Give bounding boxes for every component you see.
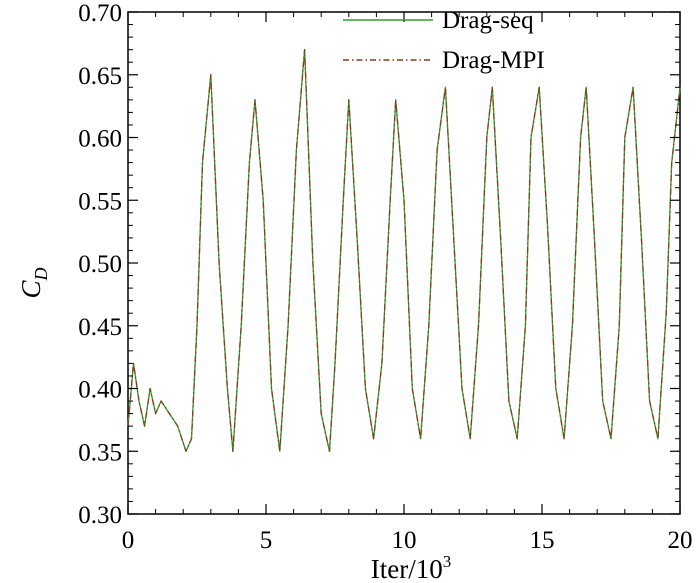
x-tick-label: 5 xyxy=(260,527,273,554)
series-line-drag-mpi xyxy=(127,48,681,452)
legend: Drag-seq Drag-MPI xyxy=(343,7,545,74)
y-tick-label: 0.70 xyxy=(78,0,122,27)
x-tick-label: 10 xyxy=(392,527,417,554)
y-tick-label: 0.40 xyxy=(78,377,122,404)
y-tick-label: 0.60 xyxy=(78,126,122,153)
y-tick-label: 0.30 xyxy=(78,502,122,529)
x-axis-title: Iter/103 xyxy=(371,552,451,583)
y-tick-label: 0.65 xyxy=(78,63,122,90)
ticks-layer: 0 5 10 15 20 0.30 0.35 0.40 0.45 0.50 0.55 0.60 0.65… xyxy=(78,0,692,554)
y-tick-label: 0.45 xyxy=(78,314,122,341)
x-tick-label: 15 xyxy=(530,527,555,554)
legend-label-drag-mpi: Drag-MPI xyxy=(442,47,545,74)
y-axis-title: CD xyxy=(16,267,51,298)
series-layer xyxy=(127,48,681,452)
y-tick-label: 0.55 xyxy=(78,188,122,215)
x-tick-label: 20 xyxy=(668,527,693,554)
x-tick-label: 0 xyxy=(122,527,135,554)
legend-label-drag-seq: Drag-seq xyxy=(442,7,534,34)
y-tick-label: 0.35 xyxy=(78,439,122,466)
plot-area: 0 5 10 15 20 0.30 0.35 0.40 0.45 0.50 0.55 0.60 0.65… xyxy=(78,0,692,554)
series-line-drag-seq xyxy=(127,48,681,452)
y-tick-label: 0.50 xyxy=(78,251,122,278)
